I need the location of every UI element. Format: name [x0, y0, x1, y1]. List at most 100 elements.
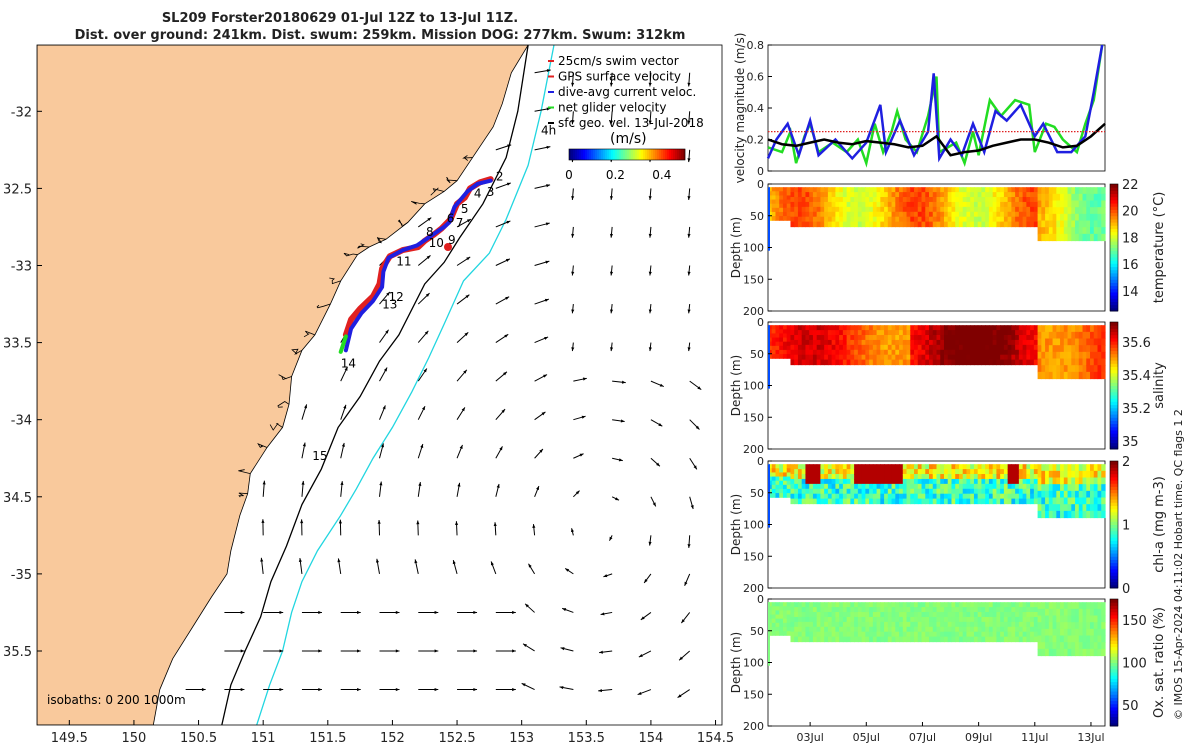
heatmap-cell	[1090, 464, 1095, 472]
heatmap-cell	[929, 354, 934, 361]
heatmap-cell	[1000, 206, 1005, 213]
heatmap-cell	[1026, 211, 1031, 218]
heatmap-cell	[891, 636, 896, 643]
heatmap-cell	[943, 354, 949, 361]
heatmap-cell	[846, 206, 851, 213]
colorbar-segment	[647, 149, 650, 160]
heatmap-colorbar-segment	[1110, 298, 1118, 302]
heatmap-cell	[1075, 484, 1080, 492]
heatmap-cell	[1003, 192, 1009, 198]
heatmap-cell	[966, 349, 971, 356]
heatmap-cell	[962, 621, 968, 628]
heatmap-cell	[850, 478, 855, 485]
heatmap-cell	[1007, 354, 1012, 361]
heatmap-cell	[880, 216, 885, 223]
heatmap-cell	[797, 621, 803, 628]
heatmap-cell	[1067, 490, 1072, 499]
heatmap-cell	[1048, 510, 1054, 519]
heatmap-cell	[988, 206, 994, 213]
heatmap-cell	[816, 621, 822, 628]
heatmap-cell	[1026, 616, 1031, 623]
heatmap-cell	[794, 325, 799, 331]
heatmap-cell	[1007, 335, 1012, 341]
heatmap-cell	[801, 602, 807, 608]
waypoint-label: 6	[447, 211, 455, 225]
heatmap-cell	[925, 626, 930, 633]
heatmap-cell	[988, 201, 994, 208]
heatmap-cell	[1022, 354, 1027, 361]
heatmap-cell	[1041, 220, 1046, 228]
heatmap-colorbar-segment	[1110, 672, 1118, 676]
velocity-arrowhead	[609, 536, 613, 541]
heatmap-cell	[1063, 371, 1069, 380]
heatmap-cell	[951, 493, 956, 500]
heatmap-cell	[842, 488, 848, 495]
heatmap-colorbar-segment	[1110, 307, 1118, 312]
heatmap-cell	[816, 616, 822, 623]
colorbar-segment	[575, 149, 578, 160]
heatmap-cell	[820, 192, 825, 198]
heatmap-cell	[1078, 331, 1084, 340]
heatmap-colorbar-segment	[1110, 637, 1118, 641]
heatmap-cell	[820, 206, 825, 213]
heatmap-cell	[943, 330, 949, 336]
coast-inlet	[269, 423, 283, 431]
heatmap-cell	[1018, 488, 1024, 495]
heatmap-cell	[970, 325, 975, 331]
colorbar-tick-label: 0	[565, 168, 573, 182]
heatmap-cell	[1097, 484, 1102, 492]
heatmap-cell	[1052, 187, 1057, 195]
heatmap-cell	[854, 498, 859, 505]
heatmap-cell	[932, 493, 938, 500]
heatmap-cell	[1093, 338, 1099, 346]
heatmap-cell	[1060, 510, 1065, 519]
colorbar-segment	[623, 149, 626, 160]
velocity-arrowhead	[546, 184, 551, 188]
heatmap-cell	[1045, 358, 1050, 366]
heatmap-cell	[794, 201, 799, 208]
heatmap-cell	[831, 335, 836, 341]
heatmap-cell	[962, 488, 968, 495]
heatmap-cell	[970, 612, 975, 618]
heatmap-cell	[1007, 187, 1012, 193]
heatmap-cell	[768, 216, 773, 221]
heatmap-cell	[914, 636, 919, 643]
heatmap-cell	[940, 636, 945, 643]
heatmap-cell	[1056, 193, 1061, 202]
heatmap-cell	[1030, 636, 1035, 643]
heatmap-cell	[812, 498, 818, 505]
heatmap-cell	[1101, 608, 1106, 617]
heatmap-cell	[1026, 344, 1031, 351]
heatmap-cell	[786, 488, 792, 494]
heatmap-colorbar-segment	[1110, 659, 1118, 663]
heatmap-cell	[1030, 335, 1035, 341]
heatmap-cell	[861, 211, 866, 218]
heatmap-cell	[854, 474, 859, 480]
heatmap-cell	[947, 612, 953, 618]
heatmap-cell	[775, 468, 780, 474]
heatmap-colorbar-tick-label: 35	[1122, 435, 1139, 450]
heatmap-cell	[771, 464, 777, 469]
heatmap-cell	[977, 344, 983, 351]
heatmap-cell	[1101, 338, 1106, 346]
heatmap-cell	[1000, 464, 1005, 470]
heatmap-cell	[891, 607, 896, 613]
heatmap-colorbar-segment	[1110, 568, 1118, 573]
heatmap-cell	[1056, 477, 1061, 485]
heatmap-cell	[1011, 488, 1016, 495]
track-dive-avg-current	[343, 178, 493, 353]
heatmap-cell	[1052, 345, 1057, 353]
heatmap-cell	[1026, 498, 1031, 505]
heatmap-cell	[925, 325, 930, 331]
heatmap-cell	[910, 339, 915, 346]
heatmap-cell	[925, 216, 930, 223]
heatmap-cell	[906, 221, 911, 228]
heatmap-cell	[1067, 331, 1072, 340]
heatmap-cell	[771, 476, 777, 482]
heatmap-cell	[1022, 626, 1027, 633]
heatmap-cell	[880, 616, 885, 623]
heatmap-cell	[824, 221, 829, 228]
heatmap-colorbar-segment	[1110, 562, 1118, 567]
heatmap-cell	[977, 616, 983, 623]
